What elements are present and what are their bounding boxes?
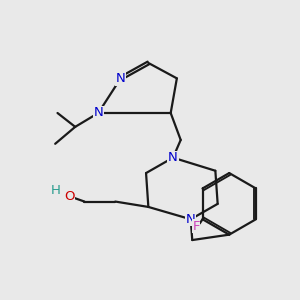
Text: N: N bbox=[93, 106, 103, 119]
Text: N: N bbox=[116, 72, 125, 85]
Text: N: N bbox=[168, 151, 178, 164]
Text: H: H bbox=[50, 184, 60, 196]
Text: F: F bbox=[192, 220, 200, 233]
Text: N: N bbox=[186, 213, 196, 226]
Text: O: O bbox=[64, 190, 74, 203]
